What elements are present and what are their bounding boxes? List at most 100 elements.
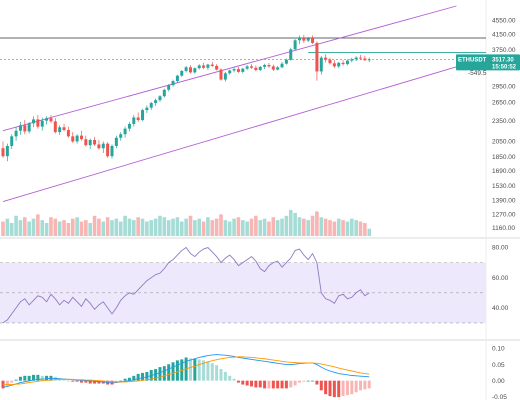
candle[interactable] [315, 41, 319, 81]
candle[interactable] [367, 57, 371, 62]
candle[interactable] [280, 61, 284, 69]
candle[interactable] [49, 114, 53, 124]
candle[interactable] [154, 98, 158, 106]
candle[interactable] [114, 135, 118, 149]
candle-body [241, 68, 245, 72]
macd-tick-label: -0.05 [492, 394, 507, 400]
candle[interactable] [197, 64, 201, 70]
candle[interactable] [84, 135, 88, 147]
candle[interactable] [258, 65, 262, 71]
candle[interactable] [71, 132, 75, 143]
candle[interactable] [345, 59, 349, 66]
candle[interactable] [202, 62, 206, 70]
candle[interactable] [180, 70, 184, 77]
candle-body [197, 65, 201, 69]
candle[interactable] [271, 64, 275, 71]
candle[interactable] [341, 60, 345, 66]
candle[interactable] [289, 47, 293, 61]
candle[interactable] [66, 126, 70, 138]
candle[interactable] [145, 105, 149, 114]
candle[interactable] [5, 143, 9, 162]
candle[interactable] [62, 123, 66, 132]
candle[interactable] [254, 65, 258, 72]
candle[interactable] [10, 134, 14, 150]
candle[interactable] [27, 121, 31, 134]
candle[interactable] [188, 65, 192, 74]
last-price-tag [456, 54, 520, 71]
candle[interactable] [297, 35, 301, 45]
candle[interactable] [88, 138, 92, 150]
candle[interactable] [241, 67, 245, 74]
candle[interactable] [276, 65, 280, 71]
candle[interactable] [167, 84, 171, 92]
rsi-line[interactable] [2, 246, 370, 324]
candle[interactable] [359, 55, 363, 61]
candle[interactable] [127, 121, 131, 132]
candle[interactable] [101, 141, 105, 153]
candle[interactable] [223, 71, 227, 82]
candle[interactable] [171, 79, 175, 87]
candle[interactable] [1, 141, 5, 158]
candle[interactable] [36, 114, 40, 129]
candle[interactable] [136, 112, 140, 122]
candle[interactable] [75, 134, 79, 144]
candle[interactable] [14, 126, 18, 141]
candle[interactable] [79, 130, 83, 141]
candle[interactable] [23, 120, 27, 135]
candle[interactable] [132, 114, 136, 127]
candle[interactable] [18, 121, 22, 135]
candle[interactable] [267, 62, 271, 68]
candle[interactable] [119, 132, 123, 141]
candle[interactable] [97, 139, 101, 150]
candle[interactable] [210, 61, 214, 67]
candle[interactable] [324, 54, 328, 63]
candle[interactable] [40, 117, 44, 131]
candle[interactable] [206, 63, 210, 71]
macd-pane[interactable]: 0.10 0.05 0.00 -0.05 [1, 346, 508, 400]
candle[interactable] [141, 108, 145, 122]
candle[interactable] [215, 64, 219, 71]
candle[interactable] [328, 57, 332, 65]
candle[interactable] [123, 126, 127, 138]
candle[interactable] [293, 39, 297, 51]
volume-bar [188, 215, 193, 236]
candle[interactable] [219, 68, 223, 81]
candle[interactable] [228, 69, 232, 75]
candle[interactable] [250, 64, 254, 70]
candle[interactable] [236, 66, 240, 73]
rsi-pane[interactable]: 80.00 60.00 40.00 [0, 245, 509, 324]
candle[interactable] [350, 57, 354, 63]
candle[interactable] [162, 88, 166, 98]
candle[interactable] [232, 67, 236, 73]
candle[interactable] [319, 55, 323, 75]
candle[interactable] [302, 35, 306, 43]
candle[interactable] [363, 55, 367, 62]
candle[interactable] [337, 61, 341, 69]
candle[interactable] [263, 63, 267, 70]
candle[interactable] [193, 67, 197, 74]
channel-upper-line[interactable] [2, 5, 457, 132]
candle[interactable] [110, 144, 114, 159]
candle-body [18, 125, 22, 131]
candle[interactable] [354, 56, 358, 62]
candle[interactable] [306, 36, 310, 43]
candle[interactable] [32, 116, 36, 128]
candle[interactable] [53, 118, 57, 134]
candle[interactable] [184, 65, 188, 73]
channel-lower-line[interactable] [2, 66, 457, 202]
candle[interactable] [158, 95, 162, 102]
candle[interactable] [311, 35, 315, 45]
candle[interactable] [45, 116, 49, 125]
candle[interactable] [284, 58, 288, 65]
candle[interactable] [93, 137, 97, 146]
signal-line[interactable] [3, 356, 370, 385]
candle[interactable] [149, 101, 153, 111]
candle[interactable] [106, 142, 110, 158]
candle[interactable] [245, 65, 249, 71]
candle[interactable] [58, 125, 62, 135]
candle[interactable] [175, 74, 179, 83]
price-axis[interactable]: 4550.004150.003750.003350.002950.002650.… [492, 18, 516, 233]
candle[interactable] [332, 60, 336, 69]
